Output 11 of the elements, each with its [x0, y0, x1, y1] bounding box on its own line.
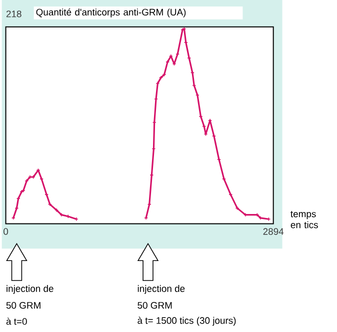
chart-title: Quantité d'anticorps anti-GRM (UA): [36, 8, 186, 18]
x-tick-label: 2894: [263, 228, 284, 235]
text: 218: [6, 10, 22, 18]
text: à t=0: [6, 318, 27, 325]
x-tick-label: 0: [4, 228, 8, 235]
x-axis-title: temps en tics: [290, 210, 318, 228]
text: injection de: [138, 284, 185, 294]
text: 50 GRM: [138, 302, 172, 309]
text: 50 GRM: [6, 302, 40, 309]
text: injection de: [6, 284, 54, 294]
text: à t= 1500 tics (30 jours): [138, 316, 236, 326]
